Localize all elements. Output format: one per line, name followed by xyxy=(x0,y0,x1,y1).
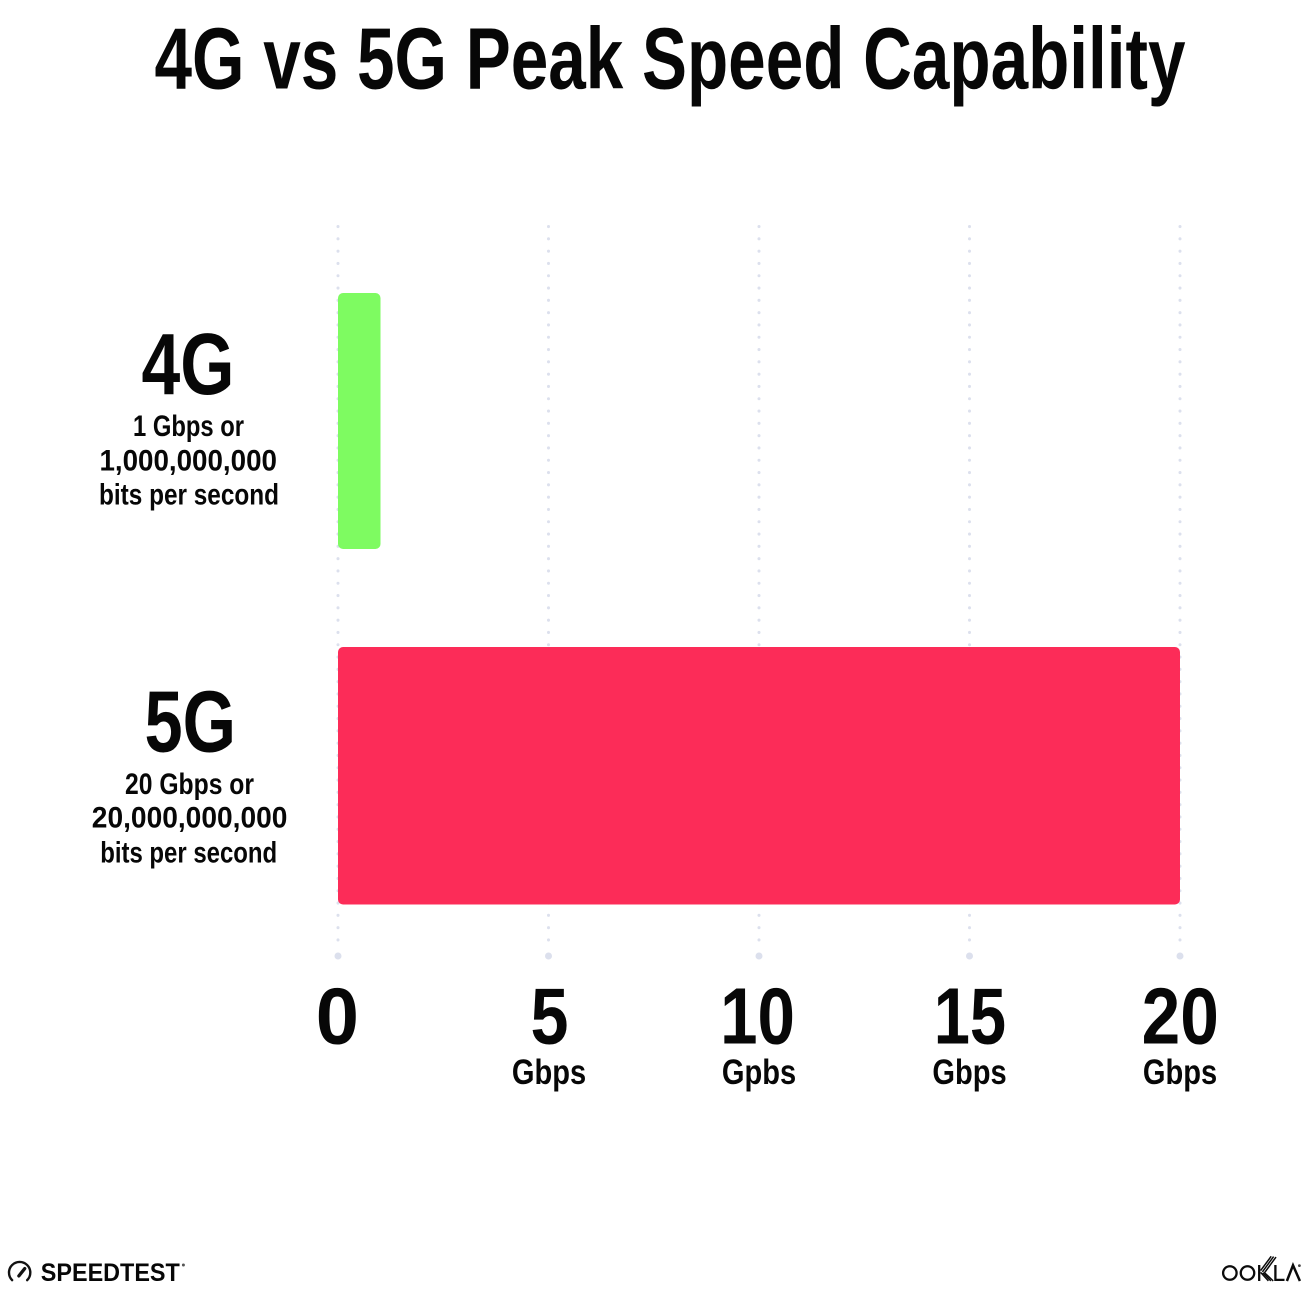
svg-text:20: 20 xyxy=(1142,971,1219,1060)
svg-text:Gbps: Gbps xyxy=(1143,1052,1217,1092)
svg-text:Gbps: Gbps xyxy=(932,1052,1006,1092)
svg-text:Gpbs: Gpbs xyxy=(722,1052,796,1092)
svg-text:20,000,000,000: 20,000,000,000 xyxy=(92,802,288,835)
svg-text:Gbps: Gbps xyxy=(512,1052,586,1092)
svg-text:5: 5 xyxy=(531,971,569,1060)
svg-text:20 Gbps or: 20 Gbps or xyxy=(125,768,254,801)
svg-text:4G: 4G xyxy=(142,316,235,413)
svg-text:15: 15 xyxy=(934,971,1006,1060)
svg-text:1,000,000,000: 1,000,000,000 xyxy=(99,445,277,478)
svg-text:10: 10 xyxy=(720,971,795,1060)
svg-text:bits per second: bits per second xyxy=(100,837,277,870)
svg-text:1 Gbps or: 1 Gbps or xyxy=(133,410,244,443)
svg-text:0: 0 xyxy=(316,971,359,1060)
svg-text:SPEEDTEST: SPEEDTEST xyxy=(41,1259,180,1287)
svg-text:bits per second: bits per second xyxy=(99,479,279,512)
svg-text:5G: 5G xyxy=(144,674,236,771)
svg-text:4G vs 5G Peak Speed Capability: 4G vs 5G Peak Speed Capability xyxy=(155,10,1186,107)
